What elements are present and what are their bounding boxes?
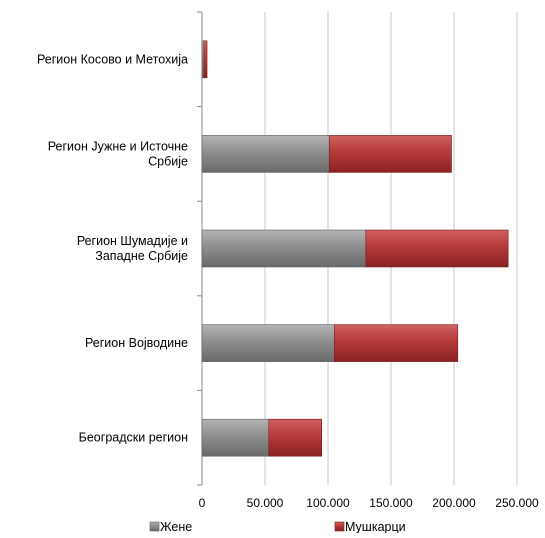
bar-segment-mushkarci bbox=[203, 40, 208, 79]
category-label-line: Регион Јужне и Источне bbox=[48, 139, 188, 153]
bar-segment-mushkarci bbox=[333, 324, 459, 362]
category-label-line: Западне Србије bbox=[95, 249, 188, 263]
category-label-line: Србије bbox=[148, 154, 188, 168]
category-label-line: Београдски регион bbox=[79, 431, 188, 445]
legend-swatch bbox=[334, 521, 345, 532]
category-label-line: Регион Војводине bbox=[85, 336, 188, 350]
category-label: Регион Јужне и Источне Србије bbox=[48, 139, 188, 168]
x-tick-label: 250.000 bbox=[495, 496, 539, 510]
category-label: Регион Шумадије и Западне Србије bbox=[77, 234, 188, 263]
bar-segment-mushkarci bbox=[328, 135, 452, 173]
bar-segment-zhene bbox=[201, 418, 270, 457]
legend-swatch bbox=[149, 521, 160, 532]
category-label: Београдски регион bbox=[79, 431, 188, 445]
bar-segment-mushkarci bbox=[268, 418, 322, 457]
legend: Жене Мушкарци bbox=[149, 520, 406, 534]
category-label-line: Регион Косово и Метохија bbox=[37, 52, 188, 66]
x-tick-label: 200.000 bbox=[432, 496, 476, 510]
bar-segment-mushkarci bbox=[365, 229, 509, 268]
x-tick-label: 50.000 bbox=[247, 496, 284, 510]
legend-label: Мушкарци bbox=[345, 520, 406, 533]
axes bbox=[197, 11, 203, 486]
bar-segment-zhene bbox=[201, 324, 335, 362]
x-tick-label: 0 bbox=[199, 496, 206, 510]
x-tick-label: 150.000 bbox=[369, 496, 413, 510]
bar-segment-zhene bbox=[201, 135, 330, 173]
x-tick-label: 100.000 bbox=[306, 496, 350, 510]
bar-segment-zhene bbox=[201, 229, 367, 268]
labels: 0 50.000 100.000 150.000 200.000 250.000 Регио… bbox=[37, 52, 539, 510]
bars bbox=[201, 40, 509, 457]
category-label: Регион Косово и Метохија bbox=[37, 52, 188, 66]
category-label-line: Регион Шумадије и bbox=[77, 234, 188, 248]
legend-label: Жене bbox=[160, 520, 192, 533]
category-label: Регион Војводине bbox=[85, 336, 188, 350]
